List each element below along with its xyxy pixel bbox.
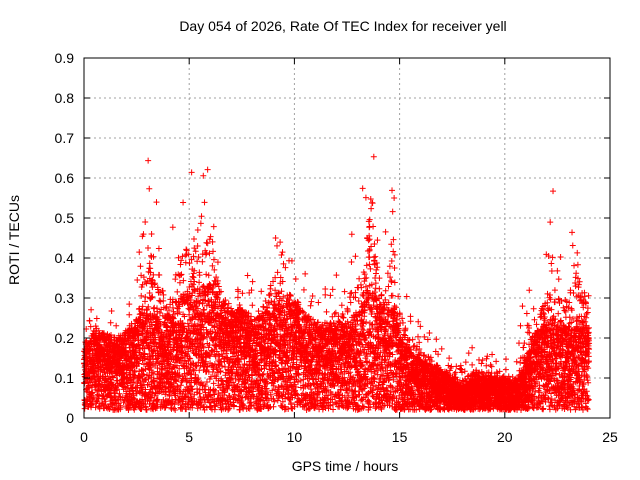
data-point bbox=[109, 373, 116, 380]
data-point bbox=[126, 311, 133, 318]
data-point bbox=[98, 343, 105, 350]
data-point bbox=[108, 331, 115, 338]
data-point bbox=[107, 319, 114, 326]
data-point bbox=[95, 327, 102, 334]
chart-title: Day 054 of 2026, Rate Of TEC Index for r… bbox=[179, 18, 506, 34]
data-point bbox=[92, 323, 99, 330]
data-point bbox=[106, 406, 113, 413]
data-point bbox=[113, 322, 120, 329]
data-point bbox=[126, 301, 133, 308]
data-point bbox=[116, 390, 123, 397]
data-point bbox=[110, 374, 117, 381]
data-point bbox=[90, 394, 97, 401]
data-point bbox=[114, 396, 121, 403]
data-point bbox=[107, 393, 114, 400]
data-point bbox=[114, 386, 121, 393]
data-point bbox=[93, 315, 100, 322]
data-point bbox=[127, 344, 134, 351]
data-point bbox=[88, 401, 95, 408]
data-point bbox=[94, 387, 101, 394]
data-point bbox=[101, 330, 108, 337]
data-point bbox=[89, 389, 96, 396]
data-point bbox=[93, 398, 100, 405]
data-point bbox=[87, 323, 94, 330]
data-point bbox=[121, 383, 128, 390]
data-point bbox=[88, 306, 95, 313]
data-point bbox=[86, 317, 93, 324]
data-point bbox=[117, 404, 124, 411]
data-point bbox=[96, 405, 103, 412]
data-point bbox=[108, 307, 115, 314]
data-point bbox=[97, 382, 104, 389]
data-points bbox=[81, 153, 593, 413]
data-point bbox=[130, 392, 137, 399]
data-point bbox=[131, 374, 138, 381]
